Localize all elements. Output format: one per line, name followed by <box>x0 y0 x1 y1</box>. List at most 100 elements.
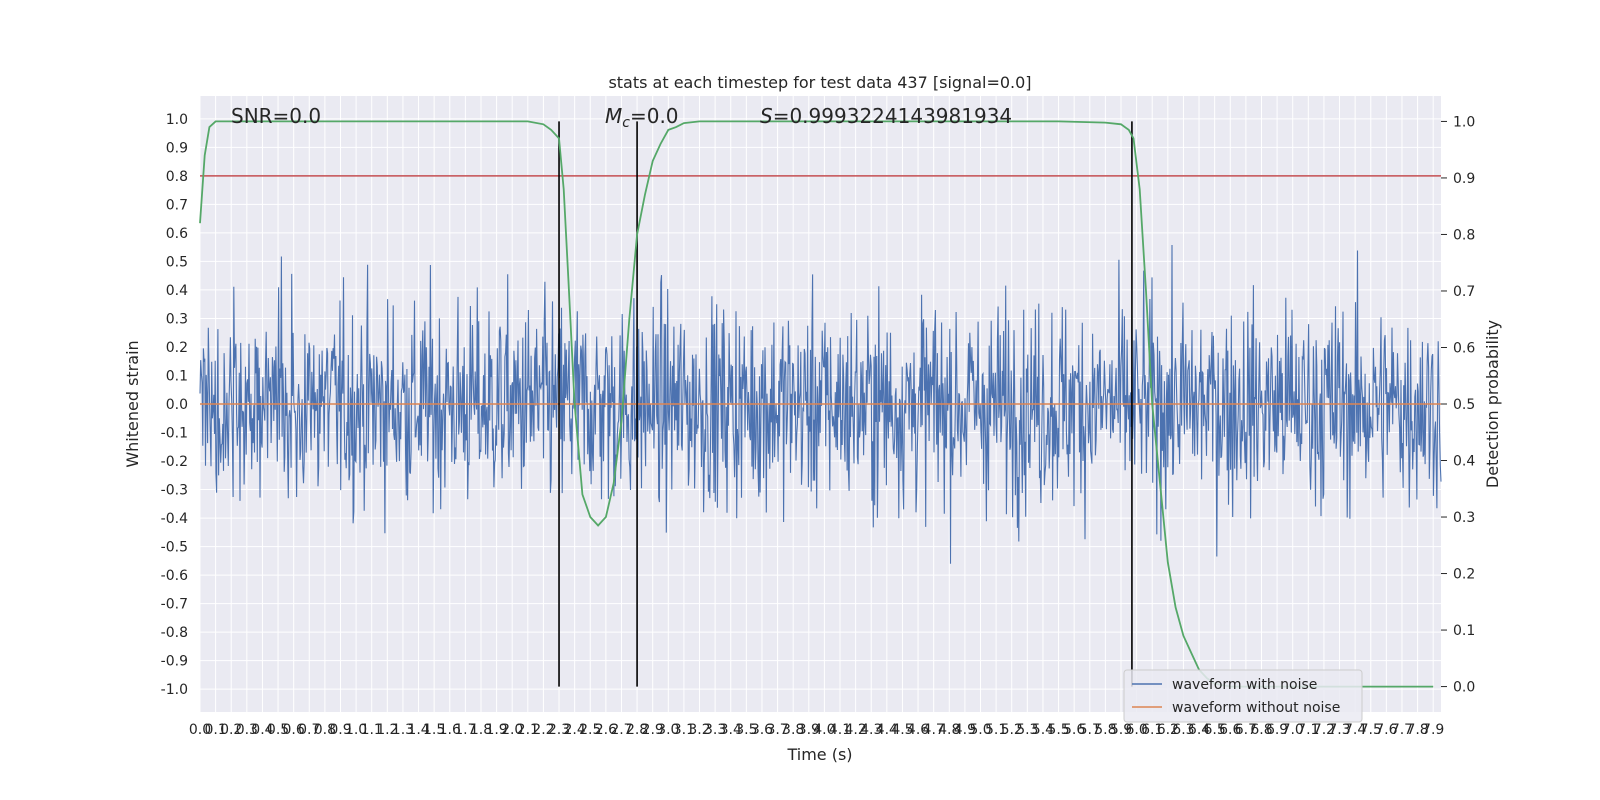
x-tick-label: 3.1 <box>673 722 695 738</box>
y-tick-label: -0.9 <box>161 654 188 670</box>
left-y-ticks: 1.0 0.9 0.8 0.7 0.6 0.5 0.4 0.3 0.2 0.1 0.0 -0.1 -0.… <box>161 112 188 698</box>
y-tick-label: 0.6 <box>166 226 188 242</box>
x-tick-label: 1.4 <box>407 722 429 738</box>
x-tick-label: 5.5 <box>1047 722 1069 738</box>
x-tick-label: 2.5 <box>579 722 601 738</box>
chirp-mass-subscript: c <box>622 115 630 131</box>
x-axis-label: Time (s) <box>786 745 852 764</box>
y-tick-label: -0.7 <box>161 597 188 613</box>
x-tick-label: 6.7 <box>1235 722 1257 738</box>
x-tick-label: 4.7 <box>923 722 945 738</box>
y-tick-label: -0.6 <box>161 568 188 584</box>
right-y-ticks: 1.0 0.9 0.8 0.7 0.6 0.5 0.4 0.3 0.2 0.1 0.0 <box>1441 114 1475 696</box>
x-tick-label: 7.0 <box>1282 722 1304 738</box>
x-tick-label: 0.6 <box>283 722 305 738</box>
x-tick-label: 0.7 <box>298 722 320 738</box>
x-tick-label: 7.1 <box>1297 722 1319 738</box>
x-tick-label: 6.6 <box>1219 722 1241 738</box>
x-tick-label: 2.1 <box>517 722 539 738</box>
x-tick-label: 4.4 <box>876 722 898 738</box>
x-tick-label: 1.1 <box>361 722 383 738</box>
y-tick-label: 0.8 <box>166 169 188 185</box>
x-tick-label: 7.5 <box>1360 722 1382 738</box>
y2-tick-label: 0.6 <box>1453 340 1475 356</box>
y2-tick-label: 0.3 <box>1453 510 1475 526</box>
x-tick-label: 4.1 <box>829 722 851 738</box>
x-tick-label: 1.2 <box>376 722 398 738</box>
x-tick-label: 4.6 <box>907 722 929 738</box>
x-tick-label: 2.3 <box>548 722 570 738</box>
x-tick-label: 6.8 <box>1250 722 1272 738</box>
x-tick-label: 5.2 <box>1001 722 1023 738</box>
chart-title: stats at each timestep for test data 437… <box>608 73 1031 92</box>
s-annotation: S=0.9993224143981934 <box>760 104 1012 128</box>
x-tick-label: 1.7 <box>454 722 476 738</box>
x-tick-label: 7.7 <box>1391 722 1413 738</box>
y-tick-label: -0.3 <box>161 483 188 499</box>
x-tick-label: 2.7 <box>610 722 632 738</box>
y2-tick-label: 0.0 <box>1453 680 1475 696</box>
x-tick-label: 2.0 <box>501 722 523 738</box>
x-tick-label: 6.9 <box>1266 722 1288 738</box>
x-tick-label: 2.8 <box>626 722 648 738</box>
y-tick-label: -0.1 <box>161 426 188 442</box>
y-tick-label: 0.4 <box>166 283 188 299</box>
x-tick-label: 3.3 <box>704 722 726 738</box>
x-tick-label: 3.7 <box>766 722 788 738</box>
x-tick-label: 7.4 <box>1344 722 1366 738</box>
chirp-mass-value: =0.0 <box>630 104 679 128</box>
x-tick-label: 6.5 <box>1204 722 1226 738</box>
x-tick-label: 0.3 <box>236 722 258 738</box>
x-tick-label: 5.1 <box>985 722 1007 738</box>
x-tick-label: 5.9 <box>1110 722 1132 738</box>
x-tick-label: 0.2 <box>220 722 242 738</box>
y-tick-label: 0.2 <box>166 340 188 356</box>
x-tick-label: 5.0 <box>969 722 991 738</box>
x-tick-label: 7.6 <box>1375 722 1397 738</box>
y2-tick-label: 0.5 <box>1453 397 1475 413</box>
chirp-mass-symbol: M <box>605 104 622 128</box>
probability-line <box>199 120 1434 688</box>
legend: waveform with noise waveform without noi… <box>1123 669 1363 723</box>
x-tick-label: 5.3 <box>1016 722 1038 738</box>
y2-tick-label: 0.1 <box>1453 623 1475 639</box>
x-tick-label: 4.3 <box>860 722 882 738</box>
x-tick-label: 5.6 <box>1063 722 1085 738</box>
x-tick-label: 0.4 <box>251 722 273 738</box>
x-tick-label: 3.2 <box>688 722 710 738</box>
x-tick-label: 6.1 <box>1141 722 1163 738</box>
x-tick-label: 1.5 <box>423 722 445 738</box>
y2-tick-label: 1.0 <box>1453 114 1475 130</box>
y-tick-label: -0.8 <box>161 625 188 641</box>
x-tick-label: 1.9 <box>485 722 507 738</box>
y2-tick-label: 0.8 <box>1453 227 1475 243</box>
x-tick-label: 6.3 <box>1172 722 1194 738</box>
x-tick-label: 0.1 <box>204 722 226 738</box>
x-tick-label: 0.9 <box>329 722 351 738</box>
y-tick-label: -0.5 <box>161 540 188 556</box>
x-tick-label: 2.6 <box>595 722 617 738</box>
y-tick-label: 0.9 <box>166 140 188 156</box>
x-tick-label: 3.0 <box>657 722 679 738</box>
x-tick-label: 4.5 <box>891 722 913 738</box>
x-tick-label: 1.0 <box>345 722 367 738</box>
x-tick-label: 5.8 <box>1094 722 1116 738</box>
x-tick-label: 7.9 <box>1422 722 1444 738</box>
legend-noise-label: waveform with noise <box>1172 677 1317 693</box>
y-tick-label: 0.5 <box>166 254 188 270</box>
x-tick-label: 5.7 <box>1079 722 1101 738</box>
x-tick-label: 1.6 <box>439 722 461 738</box>
x-tick-label: 2.4 <box>564 722 586 738</box>
y-tick-label: 1.0 <box>166 112 188 128</box>
y2-tick-label: 0.4 <box>1453 454 1475 470</box>
snr-annotation: SNR=0.0 <box>231 104 321 128</box>
x-tick-label: 3.5 <box>735 722 757 738</box>
overlays <box>199 120 1441 688</box>
x-tick-label: 4.9 <box>954 722 976 738</box>
x-tick-label: 1.3 <box>392 722 414 738</box>
x-tick-label: 6.4 <box>1188 722 1210 738</box>
y-tick-label: -0.2 <box>161 454 188 470</box>
x-tick-label: 2.9 <box>642 722 664 738</box>
y-tick-label: -1.0 <box>161 682 188 698</box>
